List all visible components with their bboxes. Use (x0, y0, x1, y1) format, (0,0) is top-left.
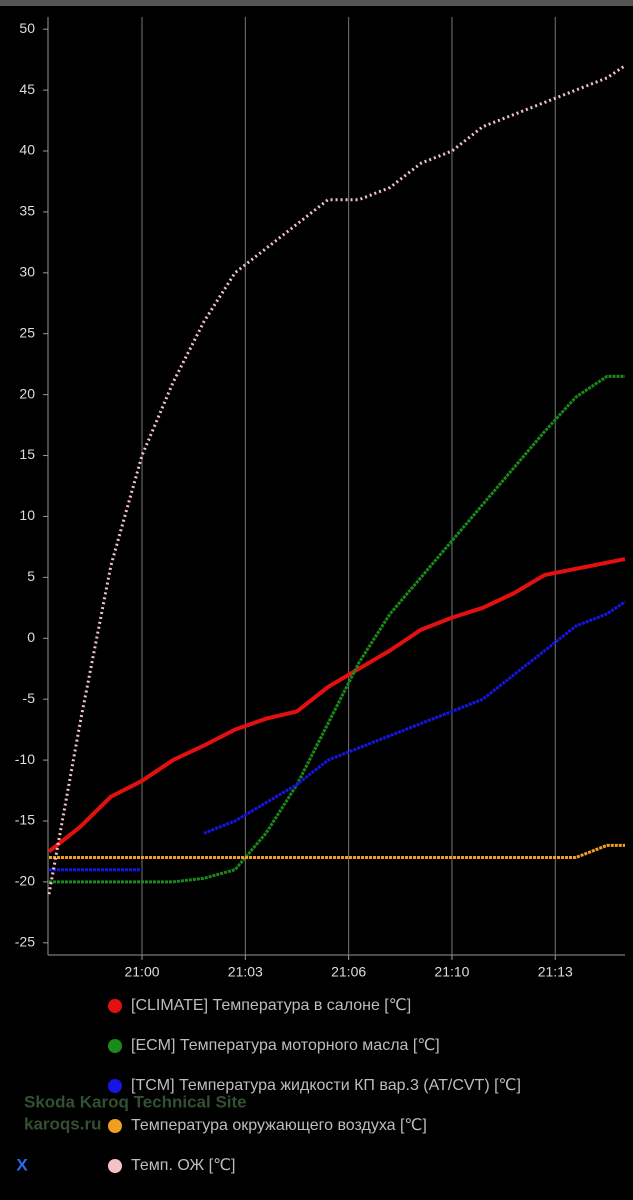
legend-marker (108, 999, 122, 1013)
status-bar (0, 0, 633, 6)
watermark: Skoda Karoq Technical Site (24, 1092, 247, 1111)
y-tick-label: 15 (19, 446, 35, 462)
y-tick-label: 30 (19, 264, 35, 280)
y-tick-label: 25 (19, 324, 35, 340)
y-tick-label: -20 (15, 873, 35, 889)
series-line (49, 600, 626, 872)
x-tick-label: 21:10 (434, 964, 469, 980)
legend-label: Температура окружающего воздуха [℃] (131, 1117, 427, 1134)
series-line (47, 64, 626, 895)
y-tick-label: -25 (15, 934, 35, 950)
legend-marker (108, 1079, 122, 1093)
y-tick-label: -15 (15, 812, 35, 828)
y-tick-label: 10 (19, 507, 35, 523)
x-tick-label: 21:06 (331, 964, 366, 980)
x-tick-label: 21:03 (228, 964, 263, 980)
y-tick-label: -5 (23, 690, 36, 706)
legend-marker (108, 1119, 122, 1133)
legend-marker (108, 1039, 122, 1053)
legend-marker (108, 1159, 122, 1173)
y-tick-label: 20 (19, 385, 35, 401)
watermark: karoqs.ru (24, 1114, 101, 1133)
close-button[interactable]: X (16, 1155, 28, 1174)
series-line (49, 843, 625, 859)
legend-label: [ECM] Температура моторного масла [℃] (131, 1037, 440, 1054)
y-tick-label: -10 (15, 751, 35, 767)
y-tick-label: 5 (27, 568, 35, 584)
x-tick-label: 21:00 (124, 964, 159, 980)
legend-label: Темп. ОЖ [℃] (131, 1157, 236, 1174)
y-tick-label: 35 (19, 203, 35, 219)
series-line (47, 557, 626, 854)
plot: -25 -20 -15 -10 -5 0 5 10 15 20 25 30 35 40 45 50 21:00 2… (15, 17, 626, 1174)
y-tick-label: 0 (27, 629, 35, 645)
legend-label: [CLIMATE] Температура в салоне [℃] (131, 997, 411, 1014)
series-line (49, 374, 625, 884)
y-tick-label: 45 (19, 81, 35, 97)
legend-label: [TCM] Температура жидкости КП вар.3 (AT/… (131, 1077, 521, 1094)
x-tick-label: 21:13 (538, 964, 573, 980)
y-tick-label: 50 (19, 20, 35, 36)
y-tick-label: 40 (19, 142, 35, 158)
